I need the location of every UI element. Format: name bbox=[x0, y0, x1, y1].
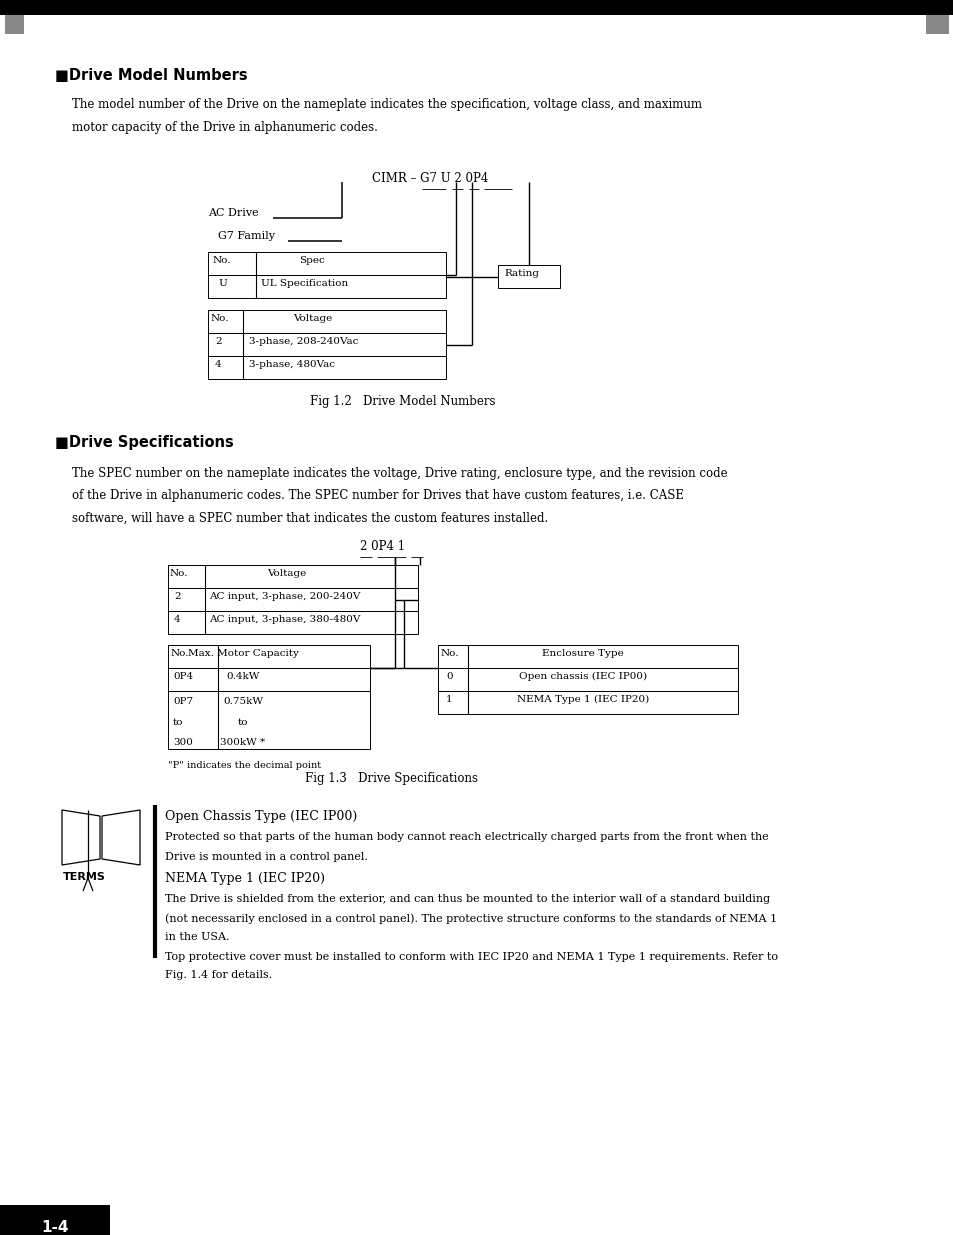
Bar bbox=[208, 333, 446, 356]
Text: NEMA Type 1 (IEC IP20): NEMA Type 1 (IEC IP20) bbox=[517, 695, 648, 704]
Bar bbox=[208, 275, 446, 298]
Text: Drive is mounted in a control panel.: Drive is mounted in a control panel. bbox=[165, 852, 368, 862]
Text: ■Drive Model Numbers: ■Drive Model Numbers bbox=[55, 68, 248, 83]
Text: "P" indicates the decimal point: "P" indicates the decimal point bbox=[168, 761, 321, 769]
Text: 1: 1 bbox=[446, 695, 452, 704]
Text: Voltage: Voltage bbox=[267, 569, 306, 578]
Text: in the USA.: in the USA. bbox=[165, 932, 230, 942]
Text: 0P4: 0P4 bbox=[172, 672, 193, 680]
Bar bbox=[0, 1205, 110, 1235]
Bar bbox=[168, 588, 417, 611]
Bar bbox=[0, 0, 953, 15]
Bar bbox=[208, 356, 446, 379]
Text: No.: No. bbox=[213, 256, 232, 266]
Text: motor capacity of the Drive in alphanumeric codes.: motor capacity of the Drive in alphanume… bbox=[71, 121, 377, 135]
Bar bbox=[168, 611, 417, 634]
Text: Fig 1.3   Drive Specifications: Fig 1.3 Drive Specifications bbox=[305, 772, 477, 785]
Text: Rating: Rating bbox=[503, 269, 538, 278]
Text: 300: 300 bbox=[172, 739, 193, 747]
Text: 0.75kW: 0.75kW bbox=[223, 697, 263, 706]
Text: 300kW *: 300kW * bbox=[220, 739, 265, 747]
Text: Open chassis (IEC IP00): Open chassis (IEC IP00) bbox=[518, 672, 646, 682]
Bar bbox=[497, 266, 559, 288]
Text: U: U bbox=[218, 279, 227, 288]
Bar bbox=[168, 668, 370, 692]
Text: 3-phase, 208-240Vac: 3-phase, 208-240Vac bbox=[249, 337, 358, 346]
Text: 1-4: 1-4 bbox=[41, 1220, 69, 1235]
Text: Spec: Spec bbox=[299, 256, 325, 266]
Text: Voltage: Voltage bbox=[294, 314, 333, 324]
Text: CIMR – G7 U 2 0P4: CIMR – G7 U 2 0P4 bbox=[372, 172, 488, 185]
Text: to: to bbox=[172, 718, 183, 727]
Bar bbox=[437, 692, 738, 714]
Bar bbox=[208, 252, 446, 275]
Text: of the Drive in alphanumeric codes. The SPEC number for Drives that have custom : of the Drive in alphanumeric codes. The … bbox=[71, 489, 683, 501]
Text: 2 0P4 1: 2 0P4 1 bbox=[359, 540, 405, 553]
Bar bbox=[437, 668, 738, 692]
Text: Max. Motor Capacity: Max. Motor Capacity bbox=[188, 650, 298, 658]
Bar bbox=[168, 645, 370, 668]
Text: No.: No. bbox=[211, 314, 230, 324]
Text: ■Drive Specifications: ■Drive Specifications bbox=[55, 435, 233, 450]
Text: 0.4kW: 0.4kW bbox=[226, 672, 259, 680]
Bar bbox=[437, 645, 738, 668]
Text: to: to bbox=[237, 718, 248, 727]
Text: UL Specification: UL Specification bbox=[261, 279, 348, 288]
Text: NEMA Type 1 (IEC IP20): NEMA Type 1 (IEC IP20) bbox=[165, 872, 325, 885]
Text: No.: No. bbox=[440, 650, 459, 658]
Bar bbox=[925, 15, 948, 33]
Text: The model number of the Drive on the nameplate indicates the specification, volt: The model number of the Drive on the nam… bbox=[71, 98, 701, 111]
Text: AC input, 3-phase, 200-240V: AC input, 3-phase, 200-240V bbox=[209, 592, 360, 601]
Text: No.: No. bbox=[170, 569, 189, 578]
Text: AC input, 3-phase, 380-480V: AC input, 3-phase, 380-480V bbox=[209, 615, 360, 624]
Bar bbox=[168, 692, 370, 748]
Text: Fig 1.2   Drive Model Numbers: Fig 1.2 Drive Model Numbers bbox=[310, 395, 495, 408]
Text: 0: 0 bbox=[446, 672, 452, 680]
Text: Protected so that parts of the human body cannot reach electrically charged part: Protected so that parts of the human bod… bbox=[165, 832, 768, 842]
Text: 2: 2 bbox=[173, 592, 180, 601]
Text: 3-phase, 480Vac: 3-phase, 480Vac bbox=[249, 359, 335, 369]
Text: 4: 4 bbox=[214, 359, 221, 369]
Text: G7 Family: G7 Family bbox=[218, 231, 274, 241]
Text: The Drive is shielded from the exterior, and can thus be mounted to the interior: The Drive is shielded from the exterior,… bbox=[165, 894, 769, 904]
Bar bbox=[5, 15, 24, 33]
Text: Fig. 1.4 for details.: Fig. 1.4 for details. bbox=[165, 969, 272, 981]
Text: software, will have a SPEC number that indicates the custom features installed.: software, will have a SPEC number that i… bbox=[71, 513, 548, 525]
Bar bbox=[168, 564, 417, 588]
Text: TERMS: TERMS bbox=[63, 872, 106, 882]
Bar bbox=[208, 310, 446, 333]
Text: (not necessarily enclosed in a control panel). The protective structure conforms: (not necessarily enclosed in a control p… bbox=[165, 913, 777, 924]
Text: 0P7: 0P7 bbox=[172, 697, 193, 706]
Text: No.: No. bbox=[171, 650, 190, 658]
Text: The SPEC number on the nameplate indicates the voltage, Drive rating, enclosure : The SPEC number on the nameplate indicat… bbox=[71, 467, 727, 480]
Text: Enclosure Type: Enclosure Type bbox=[541, 650, 623, 658]
Text: AC Drive: AC Drive bbox=[208, 207, 258, 219]
Text: 4: 4 bbox=[173, 615, 180, 624]
Text: Open Chassis Type (IEC IP00): Open Chassis Type (IEC IP00) bbox=[165, 810, 356, 823]
Text: 2: 2 bbox=[214, 337, 221, 346]
Text: Top protective cover must be installed to conform with IEC IP20 and NEMA 1 Type : Top protective cover must be installed t… bbox=[165, 952, 778, 962]
